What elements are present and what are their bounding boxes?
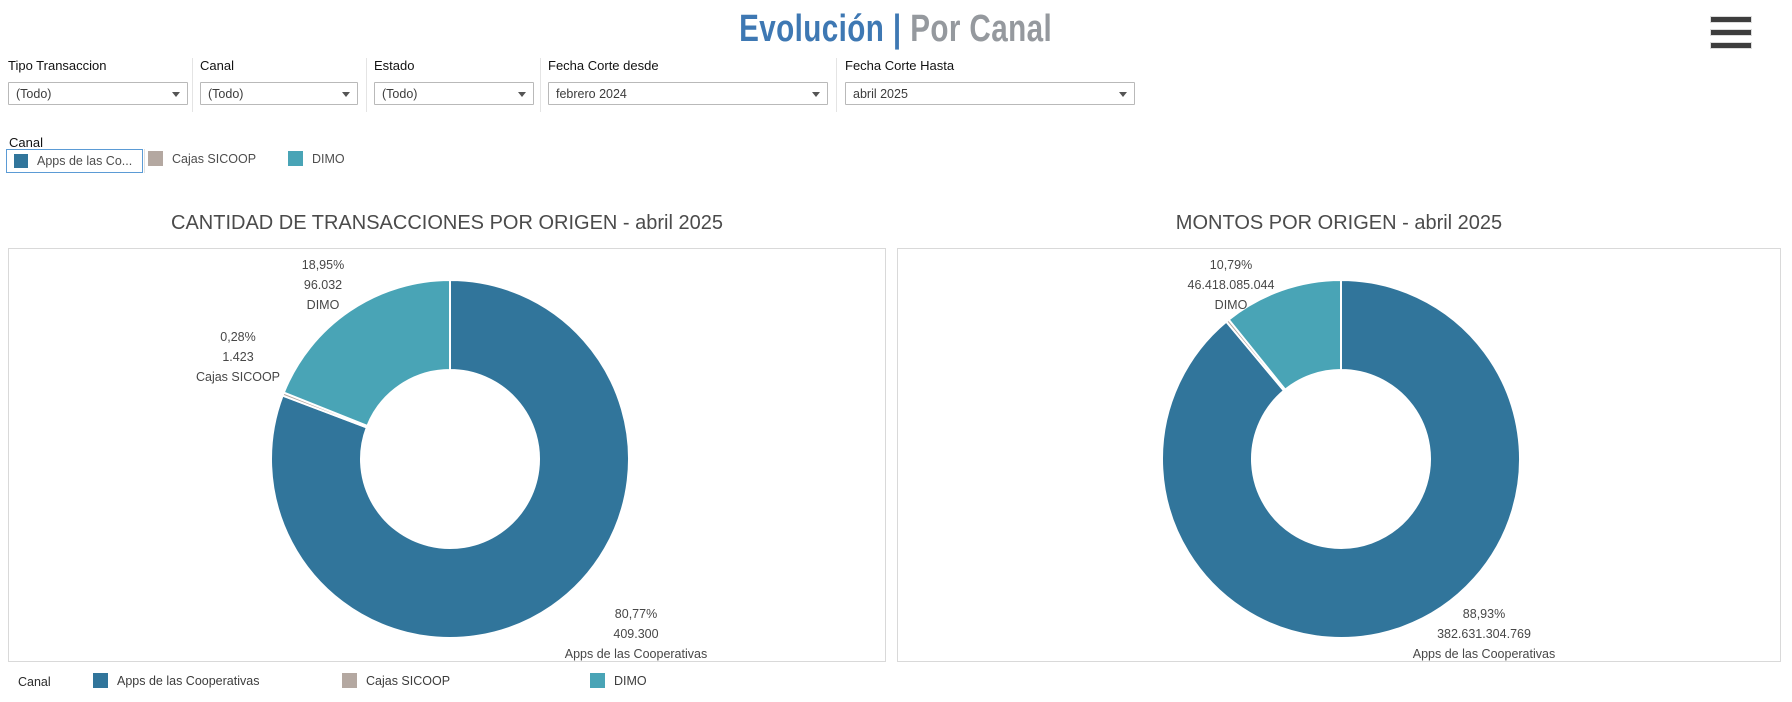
donut-slice-dimo[interactable]	[282, 278, 451, 428]
callout-name: Cajas SICOOP	[195, 370, 281, 384]
legend-item-label: Apps de las Cooperativas	[117, 673, 260, 688]
callout-name: Apps de las Cooperativas	[1412, 647, 1556, 661]
callout-value: 382.631.304.769	[1437, 627, 1531, 641]
filter-separator	[540, 58, 541, 112]
legend-swatch	[14, 154, 28, 168]
filter-tipo-transaccion: Tipo Transaccion (Todo)	[8, 58, 188, 105]
callout-value: 96.032	[303, 278, 343, 292]
bottom-legend-title: Canal	[18, 675, 51, 689]
dropdown-value: abril 2025	[853, 86, 908, 101]
canal-legend-title: Canal	[9, 135, 43, 150]
callout-pct: 18,95%	[301, 258, 345, 272]
legend-swatch	[590, 673, 605, 688]
callout-value: 1.423	[222, 350, 254, 364]
filter-label: Fecha Corte Hasta	[845, 58, 955, 73]
callout-apps: 80,77% 409.300 Apps de las Cooperativas	[536, 604, 736, 664]
estado-dropdown[interactable]: (Todo)	[374, 82, 534, 105]
bottom-legend: Canal Apps de las Cooperativas Cajas SIC…	[0, 672, 1792, 702]
chart-title-montos: MONTOS POR ORIGEN - abril 2025	[1175, 212, 1503, 234]
filter-canal: Canal (Todo)	[200, 58, 358, 105]
tipo-transaccion-dropdown[interactable]: (Todo)	[8, 82, 188, 105]
dropdown-value: (Todo)	[16, 86, 52, 101]
donut-chart-montos[interactable]	[1160, 278, 1522, 640]
callout-dimo: 18,95% 96.032 DIMO	[223, 255, 423, 315]
chevron-down-icon	[812, 92, 820, 97]
page-title: Evolución | Por Canal	[0, 8, 1792, 51]
chevron-down-icon	[518, 92, 526, 97]
legend-item-label: Cajas SICOOP	[172, 151, 257, 166]
callout-cajas-sicoop: 0,28% 1.423 Cajas SICOOP	[138, 327, 338, 387]
legend-item-label: Cajas SICOOP	[366, 673, 451, 688]
filter-separator	[366, 58, 367, 112]
callout-dimo: 10,79% 46.418.085.044 DIMO	[1131, 255, 1331, 315]
legend-item-dimo[interactable]: DIMO	[288, 151, 345, 166]
filter-fecha-corte-desde: Fecha Corte desde febrero 2024	[548, 58, 828, 105]
hamburger-menu-icon[interactable]	[1710, 16, 1756, 56]
hamburger-bar	[1710, 29, 1752, 36]
donut-slice-dimo[interactable]	[1227, 278, 1342, 392]
callout-name: DIMO	[1214, 298, 1248, 312]
callout-name: Apps de las Cooperativas	[564, 647, 708, 661]
canal-dropdown[interactable]: (Todo)	[200, 82, 358, 105]
chart-title-cantidad: CANTIDAD DE TRANSACCIONES POR ORIGEN - a…	[171, 212, 723, 234]
fecha-corte-hasta-dropdown[interactable]: abril 2025	[845, 82, 1135, 105]
legend-item-label: DIMO	[312, 151, 345, 166]
filter-label: Canal	[200, 58, 234, 73]
callout-value: 46.418.085.044	[1187, 278, 1275, 292]
legend-swatch	[148, 151, 163, 166]
page-title-primary: Evolución	[739, 8, 885, 50]
filter-separator	[836, 58, 837, 112]
dropdown-value: febrero 2024	[556, 86, 627, 101]
filter-separator	[192, 58, 193, 112]
callout-pct: 88,93%	[1462, 607, 1506, 621]
dropdown-value: (Todo)	[382, 86, 418, 101]
legend-item-cajas-sicoop[interactable]: Cajas SICOOP	[148, 151, 256, 166]
filter-estado: Estado (Todo)	[374, 58, 534, 105]
chevron-down-icon	[342, 92, 350, 97]
dropdown-value: (Todo)	[208, 86, 244, 101]
legend-swatch	[93, 673, 108, 688]
chevron-down-icon	[172, 92, 180, 97]
legend-item-label: Apps de las Co...	[37, 154, 133, 168]
filter-label: Fecha Corte desde	[548, 58, 659, 73]
callout-pct: 80,77%	[614, 607, 658, 621]
filter-fecha-corte-hasta: Fecha Corte Hasta abril 2025	[845, 58, 1135, 105]
callout-value: 409.300	[613, 627, 659, 641]
legend-separator	[144, 149, 145, 173]
donut-slice-apps-de-las-cooperativas[interactable]	[270, 278, 630, 639]
hamburger-bar	[1710, 42, 1752, 49]
donut-slice-apps-de-las-cooperativas[interactable]	[1161, 278, 1521, 639]
callout-pct: 10,79%	[1209, 258, 1253, 272]
callout-pct: 0,28%	[220, 330, 256, 344]
callout-apps: 88,93% 382.631.304.769 Apps de las Coope…	[1384, 604, 1584, 664]
legend-item-apps-selected[interactable]: Apps de las Co...	[6, 149, 143, 173]
filter-label: Tipo Transaccion	[8, 58, 107, 73]
legend-swatch	[288, 151, 303, 166]
legend-item-cajas-sicoop[interactable]: Cajas SICOOP	[342, 673, 450, 688]
legend-item-apps[interactable]: Apps de las Cooperativas	[93, 673, 259, 688]
legend-item-dimo[interactable]: DIMO	[590, 673, 647, 688]
chevron-down-icon	[1119, 92, 1127, 97]
legend-swatch	[342, 673, 357, 688]
donut-chart-cantidad[interactable]	[269, 278, 631, 640]
fecha-corte-desde-dropdown[interactable]: febrero 2024	[548, 82, 828, 105]
chart-panel-cantidad: 18,95% 96.032 DIMO 0,28% 1.423 Cajas SIC…	[8, 248, 886, 662]
page-title-separator: |	[893, 8, 902, 50]
callout-name: DIMO	[306, 298, 340, 312]
legend-item-label: DIMO	[614, 673, 647, 688]
filter-label: Estado	[374, 58, 415, 73]
chart-panel-montos: 10,79% 46.418.085.044 DIMO 88,93% 382.63…	[897, 248, 1781, 662]
page-title-secondary: Por Canal	[910, 8, 1053, 50]
hamburger-bar	[1710, 16, 1752, 23]
